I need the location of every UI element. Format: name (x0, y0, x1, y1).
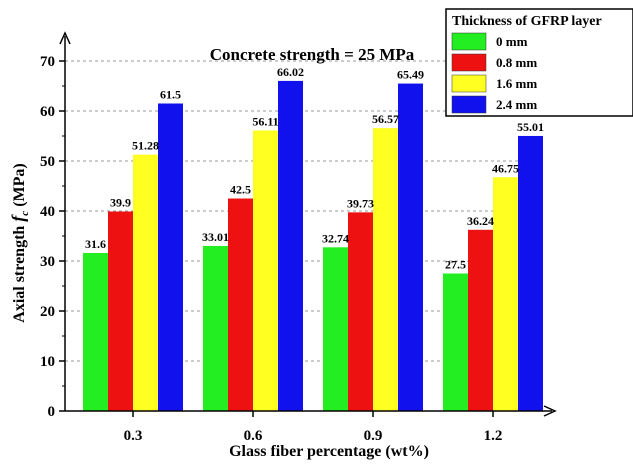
chart-title: Concrete strength = 25 MPa (210, 45, 415, 64)
legend-title: Thickness of GFRP layer (452, 14, 602, 29)
y-tick-label: 60 (40, 104, 55, 120)
data-label: 27.5 (445, 258, 466, 272)
y-axis-title-sub: c (19, 211, 31, 216)
bar (518, 135, 543, 411)
bar (443, 273, 468, 411)
y-tick-label: 0 (48, 404, 56, 420)
legend-swatch (451, 74, 487, 93)
data-label: 55.01 (517, 120, 544, 134)
data-label: 33.01 (202, 230, 229, 244)
bar (493, 177, 518, 411)
legend-items: 0 mm 0.8 mm 1.6 mm 2.4 mm (451, 32, 537, 114)
data-label: 39.73 (347, 196, 374, 210)
x-axis-title: Glass fiber percentage (wt%) (229, 443, 429, 460)
bar (83, 253, 108, 411)
data-label: 31.6 (85, 237, 106, 251)
y-tick-label: 30 (40, 254, 55, 270)
bars (83, 80, 543, 412)
data-labels: 31.6 39.9 51.28 61.5 33.01 42.5 56.11 66.02 32.7… (85, 65, 544, 272)
bar (203, 245, 228, 411)
y-tick-label: 20 (40, 304, 55, 320)
data-label: 39.9 (110, 196, 131, 210)
legend-label: 1.6 mm (496, 76, 537, 91)
data-label: 51.28 (132, 139, 159, 153)
data-label: 36.24 (467, 214, 494, 228)
legend: Thickness of GFRP layer 0 mm 0.8 mm 1.6 mm… (445, 8, 633, 117)
data-label: 56.57 (372, 112, 399, 126)
data-label: 61.5 (160, 88, 181, 102)
data-label: 32.74 (322, 231, 349, 245)
legend-label: 2.4 mm (496, 97, 537, 112)
bar (278, 80, 303, 412)
data-label: 46.75 (492, 161, 519, 175)
data-label: 65.49 (397, 68, 424, 82)
bar (133, 154, 158, 411)
y-tick-label: 50 (40, 154, 55, 170)
x-axis-arrow (543, 405, 557, 417)
legend-label: 0 mm (496, 34, 528, 49)
x-tick-label: 0.3 (124, 428, 143, 444)
legend-label: 0.8 mm (496, 55, 537, 70)
bar (398, 83, 423, 412)
legend-swatch (451, 53, 487, 72)
y-axis-arrow (59, 31, 71, 45)
y-axis-title: Axial strength fc (MPa) (8, 163, 31, 322)
bar (158, 103, 183, 411)
bar (468, 229, 493, 411)
y-axis-title-unit: (MPa) (11, 163, 28, 211)
y-axis-title-var: f (8, 214, 28, 222)
bar (348, 212, 373, 411)
x-tick-label: 1.2 (484, 428, 503, 444)
y-tick-label: 10 (40, 354, 55, 370)
data-label: 56.11 (252, 114, 278, 128)
bar (228, 198, 253, 411)
bar (373, 128, 398, 411)
axes: 0 10 20 30 40 50 60 70 0.3 0.6 0.9 1.2 (40, 31, 557, 444)
bar (253, 130, 278, 411)
x-tick-label: 0.9 (364, 428, 383, 444)
y-tick-label: 40 (40, 204, 55, 220)
data-label: 66.02 (277, 65, 304, 79)
legend-swatch (451, 95, 487, 114)
y-axis-title-main: Axial strength (11, 222, 28, 323)
legend-swatch (451, 32, 487, 51)
bar (108, 211, 133, 411)
data-label: 42.5 (230, 183, 251, 197)
y-tick-label: 70 (40, 54, 55, 70)
x-tick-label: 0.6 (244, 428, 263, 444)
bar (323, 247, 348, 411)
